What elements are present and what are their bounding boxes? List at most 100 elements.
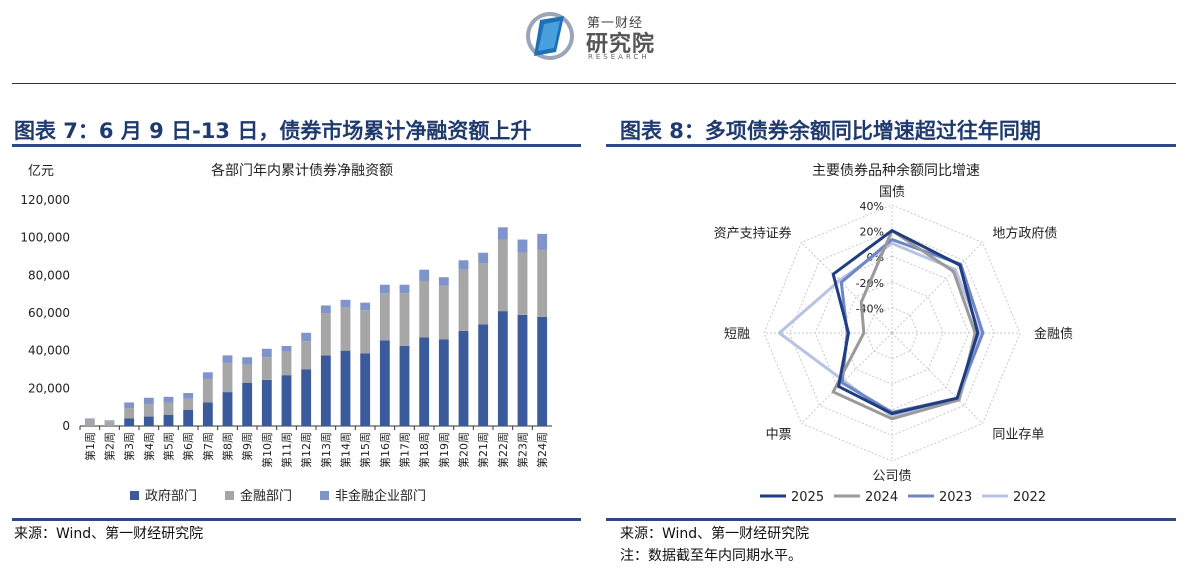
bar-segment [320,313,331,356]
bar-segment [104,420,115,422]
y-tick-label: 0 [62,419,70,433]
radar-chart: 主要债券品种余额同比增速 -40%-20%0%20%40% 国债地方政府债金融债… [714,162,1073,505]
y-tick-label: 120,000 [20,193,70,207]
bar-segment [124,418,135,426]
bar-segment [163,402,174,415]
radar-axis-label: 金融债 [1034,326,1073,342]
bar-segment [537,233,548,250]
radar-axis-label: 资产支持证券 [714,226,792,242]
x-tick-label: 第23周 [516,432,530,468]
x-tick-label: 第6周 [181,432,195,461]
y-tick-label: 40,000 [28,344,70,358]
bar-segment [301,332,312,342]
radar-axis-label: 公司债 [872,469,911,484]
figure8-bottom-rule [606,518,1176,521]
figure8-title-rule [606,144,1176,147]
bar-segment [340,350,351,426]
x-tick-label: 第13周 [319,432,333,468]
bar-segment [399,345,410,426]
bar-series-group [79,227,548,430]
logo-main-text: 研究院 [586,32,656,57]
bar-segment [320,305,331,313]
bar-segment [360,353,371,426]
bar-segment [537,249,548,317]
bar-segment [261,379,272,426]
radar-grid-ring [840,281,944,385]
bar-segment [222,355,233,363]
bar-segment [301,369,312,426]
bar-segment [517,239,528,253]
bar-segment [242,357,253,365]
bar-segment [340,299,351,308]
x-tick-label: 第8周 [221,432,235,461]
bar-segment [84,419,95,426]
bar-segment [183,409,194,426]
legend-swatch [130,491,139,500]
logo-brand-text: 第一财经 [587,16,644,31]
figure7-title-rule [12,144,581,147]
bar-segment [143,416,154,426]
figure7-bottom-rule [12,518,581,521]
radar-tick-label: -40% [856,302,884,315]
x-tick-label: 第4周 [142,432,156,461]
bar-chart-y-unit: 亿元 [28,164,54,179]
radar-chart-title: 主要债券品种余额同比增速 [812,162,980,179]
bar-segment [360,302,371,311]
bar-segment [202,372,213,379]
y-tick-label: 20,000 [28,381,70,395]
legend-label: 2022 [1013,490,1046,505]
bar-segment [419,280,430,338]
bar-segment [419,269,430,281]
bar-segment [104,421,115,426]
x-tick-label: 第21周 [476,432,490,468]
bar-segment [261,357,272,380]
x-tick-label: 第15周 [358,432,372,468]
figure8-title: 图表 8：多项债券余额同比增速超过往年同期 [620,119,1041,143]
bar-segment [183,393,194,399]
bar-segment [458,260,469,270]
radar-series-line [831,229,980,416]
y-tick-label: 60,000 [28,306,70,320]
x-tick-label: 第17周 [398,432,412,468]
bar-segment [379,340,390,426]
bar-segment [163,414,174,426]
x-tick-label: 第20周 [457,432,471,468]
x-tick-label: 第24周 [535,432,549,468]
bar-segment [438,339,449,426]
bar-chart: 各部门年内累计债券净融资额 亿元 0 20,000 40,000 60,000 80,0… [20,163,552,504]
x-tick-label: 第14周 [339,432,353,468]
legend-swatch [225,491,234,500]
figure8-source: 来源：Wind、第一财经研究院 [620,526,810,542]
bar-segment [497,227,508,240]
bar-segment [202,378,213,403]
x-tick-label: 第18周 [417,432,431,468]
x-tick-label: 第19周 [437,432,451,468]
bar-chart-title: 各部门年内累计债券净融资额 [211,163,393,179]
header-divider [12,83,1176,84]
bar-segment [478,252,489,264]
bar-segment [458,269,469,331]
bar-segment [222,392,233,426]
bar-segment [281,351,292,376]
y-tick-label: 80,000 [28,268,70,282]
radar-grid: -40%-20%0%20%40% [763,200,1021,462]
bar-segment [438,277,449,286]
radar-axis-label: 国债 [879,185,905,200]
bar-segment [537,316,548,426]
x-tick-label: 第16周 [378,432,392,468]
bar-segment [399,293,410,346]
bar-segment [84,418,95,420]
legend-label: 非金融企业部门 [335,488,426,504]
bar-segment [124,408,135,419]
bar-segment [379,293,390,341]
x-tick-label: 第7周 [201,432,215,461]
bar-segment [222,362,233,393]
bar-segment [320,355,331,426]
x-tick-label: 第3周 [122,432,136,461]
bar-segment [242,382,253,426]
logo-sub-text: RESEARCH [588,53,650,61]
radar-axis-label: 地方政府债 [992,226,1057,242]
bar-segment [517,314,528,426]
bar-segment [379,284,390,294]
